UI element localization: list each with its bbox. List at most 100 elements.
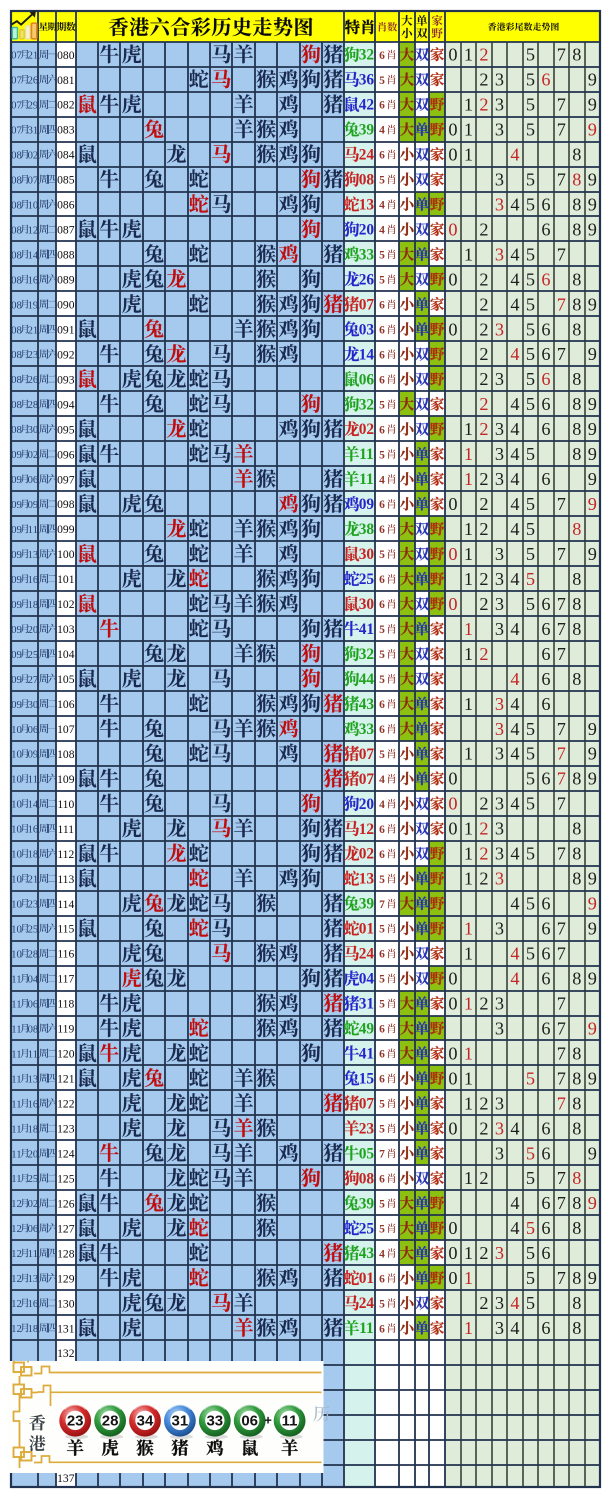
svg-text:20: 20 [28,1149,39,1160]
svg-text:30: 30 [359,596,375,613]
svg-text:09: 09 [28,500,39,511]
svg-text:5: 5 [526,344,535,364]
svg-text:1: 1 [464,95,473,115]
svg-text:07: 07 [11,100,22,112]
svg-text:2: 2 [479,344,488,364]
svg-text:119: 119 [57,1023,74,1036]
svg-text:11: 11 [11,1148,21,1160]
svg-text:4: 4 [510,394,519,414]
svg-text:4: 4 [510,1293,519,1313]
svg-text:6: 6 [379,50,385,62]
svg-text:33: 33 [359,246,375,263]
svg-text:5: 5 [526,194,535,214]
svg-text:3: 3 [495,819,504,839]
svg-text:06: 06 [28,725,39,736]
svg-text:8: 8 [572,969,581,989]
svg-text:08: 08 [11,174,22,186]
svg-text:3: 3 [495,544,504,564]
svg-text:089: 089 [57,274,75,287]
svg-text:6: 6 [541,894,550,914]
svg-text:12: 12 [359,821,375,838]
svg-text:08: 08 [11,374,22,386]
svg-text:8: 8 [572,844,581,864]
svg-text:1: 1 [464,145,473,165]
svg-text:09: 09 [11,574,22,586]
svg-text:2: 2 [479,869,488,889]
svg-text:12: 12 [28,225,39,236]
svg-text:09: 09 [11,699,22,711]
svg-text:4: 4 [510,569,519,589]
svg-text:06: 06 [359,371,375,388]
svg-text:01: 01 [359,921,374,938]
svg-text:8: 8 [572,319,581,339]
svg-text:6: 6 [541,619,550,639]
svg-text:6: 6 [379,1273,385,1285]
svg-text:11: 11 [359,1320,374,1337]
svg-text:3: 3 [495,744,504,764]
svg-text:6: 6 [541,70,550,90]
svg-text:5: 5 [379,275,385,287]
svg-text:3: 3 [495,319,504,339]
svg-text:7: 7 [557,494,566,514]
svg-text:30: 30 [28,700,39,711]
svg-text:0: 0 [448,319,457,339]
svg-text:08: 08 [11,150,22,162]
svg-text:085: 085 [57,174,75,187]
svg-text:1: 1 [464,644,473,664]
svg-text:7: 7 [557,619,566,639]
svg-text:9: 9 [588,969,597,989]
svg-text:11: 11 [11,1073,21,1085]
svg-text:30: 30 [28,425,39,436]
svg-text:5: 5 [379,549,385,561]
svg-text:1: 1 [464,569,473,589]
svg-text:6: 6 [379,1323,385,1335]
svg-text:2: 2 [479,419,488,439]
svg-text:06: 06 [28,999,39,1010]
svg-text:07: 07 [359,746,375,763]
svg-text:10: 10 [11,774,22,786]
svg-text:109: 109 [57,773,75,786]
svg-text:5: 5 [526,794,535,814]
svg-text:6: 6 [379,150,385,162]
svg-text:8: 8 [572,419,581,439]
svg-text:2: 2 [479,70,488,90]
svg-text:2: 2 [479,219,488,239]
svg-text:11: 11 [282,1413,298,1430]
svg-text:+: + [264,1413,272,1428]
svg-text:5: 5 [526,519,535,539]
svg-text:5: 5 [526,1143,535,1163]
svg-text:8: 8 [572,1218,581,1238]
svg-text:0: 0 [448,794,457,814]
svg-text:132: 132 [57,1347,75,1360]
svg-text:4: 4 [510,519,519,539]
svg-text:5: 5 [526,70,535,90]
svg-text:099: 099 [57,523,75,536]
svg-text:095: 095 [57,423,75,436]
svg-text:5: 5 [379,1198,385,1210]
svg-text:3: 3 [495,120,504,140]
svg-text:11: 11 [11,1023,21,1035]
svg-text:09: 09 [11,449,22,461]
svg-text:7: 7 [557,244,566,264]
svg-text:09: 09 [11,624,22,636]
svg-text:129: 129 [57,1272,75,1285]
svg-text:23: 23 [67,1413,84,1430]
svg-text:122: 122 [57,1098,75,1111]
svg-text:6: 6 [541,394,550,414]
svg-text:7: 7 [557,944,566,964]
svg-text:05: 05 [359,1145,375,1162]
svg-text:0: 0 [448,1268,457,1288]
svg-text:3: 3 [495,244,504,264]
svg-text:39: 39 [359,1195,375,1212]
svg-text:4: 4 [510,494,519,514]
svg-text:2: 2 [479,45,488,65]
svg-text:100: 100 [57,548,75,561]
svg-text:4: 4 [510,1118,519,1138]
svg-text:8: 8 [572,619,581,639]
svg-text:9: 9 [588,444,597,464]
svg-text:5: 5 [526,844,535,864]
svg-text:12: 12 [11,1198,22,1210]
svg-text:4: 4 [510,944,519,964]
svg-text:2: 2 [479,993,488,1013]
svg-text:5: 5 [379,1099,385,1111]
